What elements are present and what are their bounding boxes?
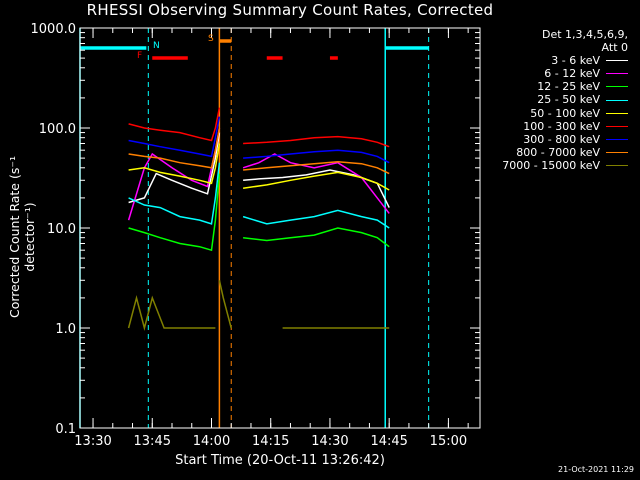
legend-swatch [606,86,628,88]
series-group [127,107,390,331]
x-tick-label: 14:15 [252,434,289,449]
legend-entry-label: 3 - 6 keV [551,54,600,68]
x-tick-label: 13:30 [74,434,111,449]
legend-entry: 300 - 800 keV [470,133,632,146]
chart-title: RHESSI Observing Summary Count Rates, Co… [86,1,494,19]
y-tick-label: 10.0 [47,222,76,237]
legend-swatch [606,151,628,153]
y-tick-label: 100.0 [39,122,76,137]
x-tick-label: 15:00 [430,434,467,449]
series-9-line [127,294,216,331]
legend-swatch [606,99,628,101]
legend-header-attenuator: Att 0 [601,41,628,55]
legend-entry: 12 - 25 keV [470,80,632,93]
legend-swatch [606,60,628,62]
series-5-line [128,143,221,185]
legend-entry-label: 100 - 300 keV [523,119,600,133]
legend-entry-label: 25 - 50 keV [537,93,600,107]
series-8-line [128,127,221,169]
legend-entry-label: 800 - 7000 keV [516,145,600,159]
series-6-line [243,135,390,148]
night-label: N [153,41,160,51]
saa-label: S [208,34,214,44]
y-axis-label: Corrected Count Rate (s⁻¹ detector⁻¹) [7,156,37,318]
y-tick-label: 1.0 [55,322,76,337]
x-tick-label: 13:45 [134,434,171,449]
legend-swatch [606,138,628,140]
legend-entry-label: 50 - 100 keV [530,106,600,120]
legend-entry-label: 6 - 12 keV [544,67,600,81]
legend-entry: 3 - 6 keV [470,54,632,67]
legend-swatch [606,164,628,166]
legend: Det 1,3,4,5,6,9, Att 0 3 - 6 keV 6 - 12 k… [470,28,632,172]
legend-entry: 100 - 300 keV [470,120,632,133]
series-3-line [128,173,221,252]
legend-header-detectors: Det 1,3,4,5,6,9, [541,28,628,41]
series-8-line [243,160,390,175]
x-tick-label: 14:00 [193,434,230,449]
series-4-line [128,162,221,225]
series-3-line [243,227,390,248]
legend-entry-label: 7000 - 15000 keV [502,158,600,172]
time-markers [79,28,430,428]
x-axis-label: Start Time (20-Oct-11 13:26:42) [175,453,385,468]
series-2-line [127,127,221,221]
series-1-line [128,132,221,204]
x-tick-label: 14:45 [370,434,407,449]
series-6-line [128,107,221,142]
axes: 0.1 1.0 10.0 100.0 1000.0 13:30 13:45 14:00 14:1… [31,22,481,449]
plot-frame [79,27,481,429]
legend-swatch [606,73,628,75]
x-tick-label: 14:30 [311,434,348,449]
series-5-line [242,171,390,191]
legend-entry-label: 12 - 25 keV [537,80,600,94]
series-7-line [128,116,221,158]
legend-entry: 50 - 100 keV [470,107,632,120]
legend-entry: 6 - 12 keV [470,67,632,80]
legend-swatch [606,125,628,127]
series-7-line [243,149,390,164]
timestamp: 21-Oct-2021 11:29 [558,465,634,474]
legend-entry: 800 - 7000 keV [470,146,632,159]
series-9-line [218,280,232,329]
series-4-line [242,209,390,229]
y-tick-label: 1000.0 [31,22,77,37]
legend-entry-label: 300 - 800 keV [523,132,600,146]
legend-entry: 7000 - 15000 keV [470,159,632,172]
legend-entry: 25 - 50 keV [470,93,632,106]
flare-label: F [137,51,143,61]
legend-swatch [606,112,628,114]
y-tick-label: 0.1 [55,422,76,437]
